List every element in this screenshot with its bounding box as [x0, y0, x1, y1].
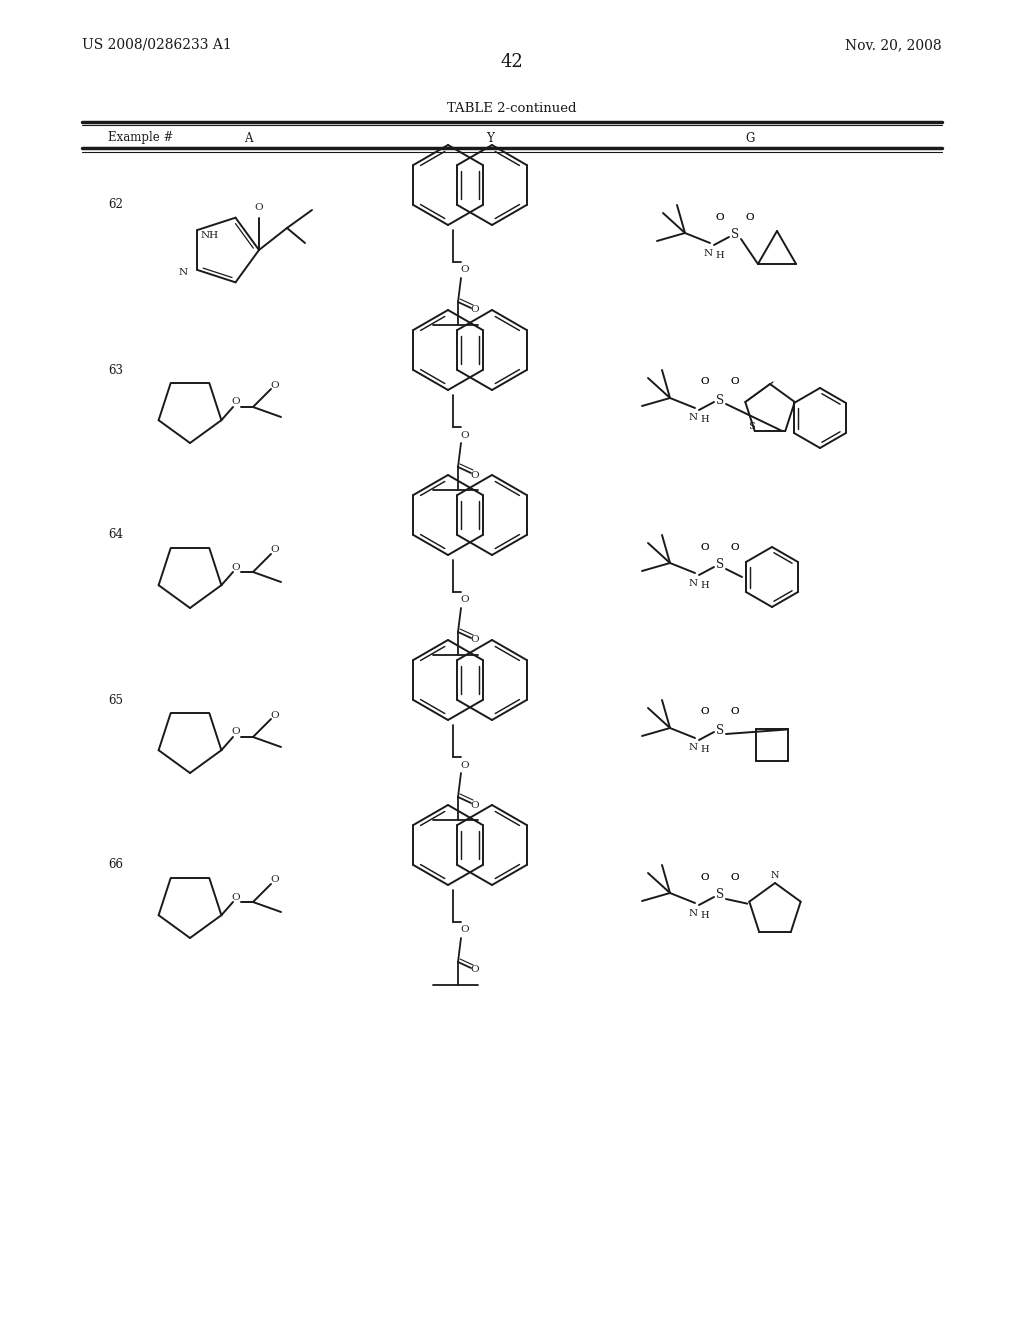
Text: NH: NH: [201, 231, 218, 239]
Text: H: H: [716, 251, 724, 260]
Text: O: O: [700, 708, 710, 717]
Text: N: N: [771, 870, 779, 879]
Text: TABLE 2-continued: TABLE 2-continued: [447, 102, 577, 115]
Text: H: H: [700, 911, 710, 920]
Text: O: O: [700, 378, 710, 387]
Text: O: O: [700, 543, 710, 552]
Text: O: O: [231, 562, 241, 572]
Text: O: O: [731, 378, 739, 387]
Text: O: O: [461, 265, 469, 275]
Text: 63: 63: [108, 363, 123, 376]
Text: O: O: [270, 710, 280, 719]
Text: S: S: [749, 421, 755, 430]
Text: Y: Y: [486, 132, 494, 144]
Text: N: N: [688, 743, 697, 752]
Text: N: N: [688, 908, 697, 917]
Text: O: O: [461, 430, 469, 440]
Text: O: O: [471, 305, 479, 314]
Text: O: O: [471, 800, 479, 809]
Text: O: O: [700, 708, 710, 717]
Text: O: O: [700, 543, 710, 552]
Text: O: O: [745, 213, 755, 222]
Text: O: O: [716, 213, 724, 222]
Text: H: H: [700, 581, 710, 590]
Text: N: N: [688, 578, 697, 587]
Text: O: O: [731, 543, 739, 552]
Text: S: S: [716, 558, 724, 572]
Text: S: S: [716, 393, 724, 407]
Text: A: A: [244, 132, 252, 144]
Text: H: H: [700, 746, 710, 755]
Text: G: G: [745, 132, 755, 144]
Text: O: O: [731, 708, 739, 717]
Text: 65: 65: [108, 693, 123, 706]
Text: N: N: [688, 413, 697, 422]
Text: O: O: [471, 635, 479, 644]
Text: O: O: [716, 213, 724, 222]
Text: H: H: [700, 416, 710, 425]
Text: O: O: [700, 873, 710, 882]
Text: O: O: [461, 760, 469, 770]
Text: O: O: [731, 543, 739, 552]
Text: O: O: [255, 203, 263, 213]
Text: O: O: [270, 875, 280, 884]
Text: O: O: [731, 708, 739, 717]
Text: O: O: [731, 873, 739, 882]
Text: N: N: [178, 268, 187, 277]
Text: O: O: [731, 378, 739, 387]
Text: 66: 66: [108, 858, 123, 871]
Text: US 2008/0286233 A1: US 2008/0286233 A1: [82, 38, 231, 51]
Text: O: O: [461, 925, 469, 935]
Text: O: O: [700, 873, 710, 882]
Text: N: N: [703, 248, 713, 257]
Text: O: O: [471, 470, 479, 479]
Text: O: O: [731, 873, 739, 882]
Text: O: O: [231, 397, 241, 407]
Text: O: O: [700, 378, 710, 387]
Text: O: O: [471, 965, 479, 974]
Text: O: O: [270, 545, 280, 554]
Text: O: O: [745, 213, 755, 222]
Text: S: S: [731, 228, 739, 242]
Text: O: O: [270, 380, 280, 389]
Text: S: S: [716, 723, 724, 737]
Text: 62: 62: [108, 198, 123, 211]
Text: 64: 64: [108, 528, 123, 541]
Text: O: O: [231, 727, 241, 737]
Text: Example #: Example #: [108, 132, 173, 144]
Text: O: O: [461, 595, 469, 605]
Text: O: O: [231, 892, 241, 902]
Text: Nov. 20, 2008: Nov. 20, 2008: [846, 38, 942, 51]
Text: S: S: [716, 888, 724, 902]
Text: 42: 42: [501, 53, 523, 71]
